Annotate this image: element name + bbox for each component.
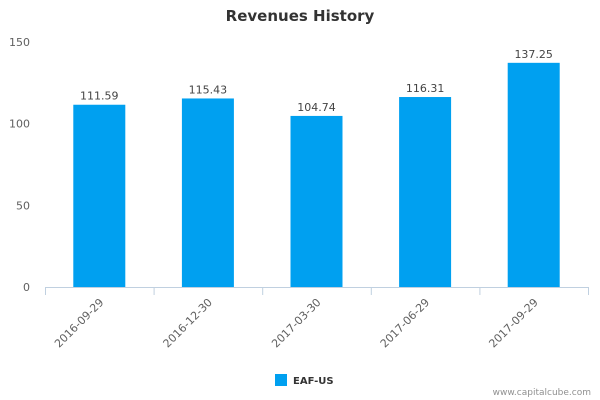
data-labels-group: 111.59 115.43 104.74 116.31 137.25: [80, 48, 553, 114]
x-tick-label: 2017-09-29: [486, 296, 540, 350]
chart-title: Revenues History: [226, 7, 375, 25]
y-tick-label: 100: [9, 118, 30, 131]
legend[interactable]: EAF-US: [275, 374, 334, 387]
data-label: 115.43: [189, 83, 228, 96]
x-axis-tick-marks: [45, 287, 589, 295]
x-tick-label: 2017-06-29: [378, 296, 432, 350]
bar: [507, 62, 560, 288]
y-tick-label: 150: [9, 36, 30, 49]
data-label: 116.31: [406, 82, 445, 95]
bar: [73, 104, 126, 288]
y-axis-ticks: 0 50 100 150: [9, 36, 30, 294]
data-label: 111.59: [80, 90, 119, 103]
x-tick-label: 2016-12-30: [161, 296, 215, 350]
y-tick-label: 50: [16, 199, 30, 212]
x-axis-labels: 2016-09-29 2016-12-30 2017-03-30 2017-06-29…: [52, 296, 541, 350]
credit-text: www.capitalcube.com: [493, 388, 591, 398]
data-label: 104.74: [297, 101, 336, 114]
x-tick-label: 2016-09-29: [52, 296, 106, 350]
bars-group: [73, 62, 560, 288]
data-label: 137.25: [514, 48, 553, 61]
y-tick-label: 0: [23, 281, 30, 294]
bar: [290, 115, 343, 287]
legend-swatch-eaf-us: [275, 374, 287, 386]
bar: [181, 98, 234, 288]
bar: [399, 97, 452, 287]
x-tick-label: 2017-03-30: [269, 296, 323, 350]
legend-label-eaf-us: EAF-US: [293, 376, 334, 387]
